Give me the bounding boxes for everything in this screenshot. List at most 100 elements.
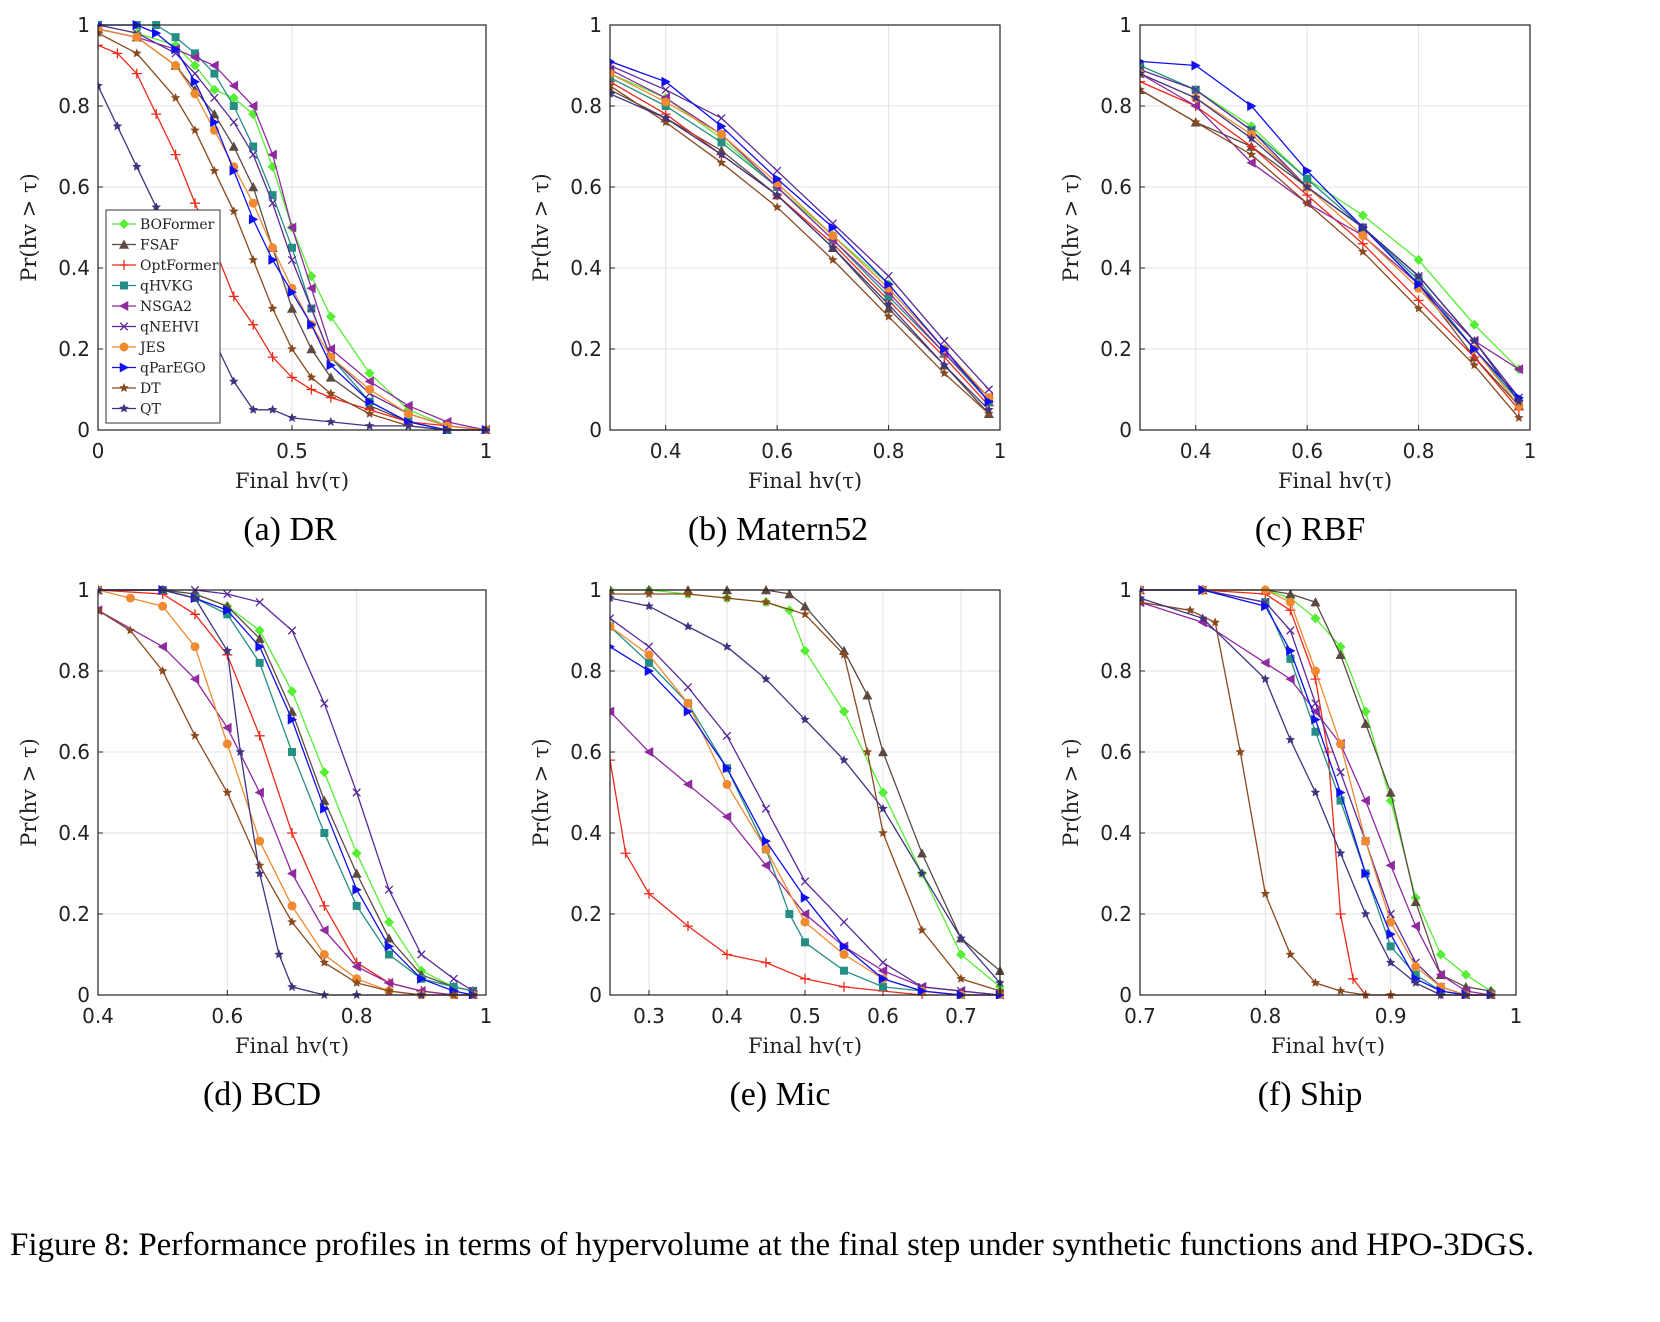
data-point	[325, 372, 336, 382]
axes-box	[609, 24, 1001, 431]
data-point	[644, 747, 654, 757]
y-tick-label: 0.4	[570, 821, 602, 845]
y-tick-label: 0.2	[58, 337, 90, 361]
data-point	[1310, 977, 1321, 987]
subplot-title: (b) Matern52	[688, 511, 868, 548]
x-tick-label: 1	[480, 1004, 493, 1028]
data-point	[1210, 617, 1220, 627]
data-point	[132, 48, 142, 58]
x-tick-label: 0.9	[1375, 1004, 1407, 1028]
data-point	[956, 949, 966, 960]
data-point	[255, 836, 265, 846]
data-point	[190, 642, 200, 652]
data-point	[1513, 364, 1524, 375]
data-point	[761, 804, 771, 813]
data-point	[1336, 739, 1346, 749]
y-axis-label: Pr(hv > τ)	[529, 738, 553, 847]
y-axis-label: Pr(hv > τ)	[1059, 738, 1083, 847]
x-tick-label: 0.3	[633, 1004, 665, 1028]
x-tick-label: 0.4	[1180, 439, 1212, 463]
data-point	[287, 372, 297, 383]
subplot-title: (c) RBF	[1255, 511, 1366, 548]
series-line	[610, 589, 1001, 988]
y-tick-label: 1	[77, 578, 90, 602]
data-point	[761, 597, 771, 607]
data-point	[170, 92, 181, 102]
y-tick-label: 0.2	[1100, 337, 1132, 361]
data-point	[610, 755, 615, 766]
data-point	[1386, 942, 1395, 951]
data-point	[254, 633, 265, 643]
data-point	[274, 949, 284, 959]
x-tick-label: 0.6	[867, 1004, 899, 1028]
data-point	[717, 113, 726, 123]
data-point	[307, 319, 317, 330]
data-point	[839, 706, 849, 717]
data-point	[940, 336, 949, 346]
data-point	[1260, 674, 1271, 684]
y-tick-label: 1	[1119, 13, 1132, 37]
data-point	[1335, 649, 1346, 660]
data-point	[1358, 231, 1368, 241]
data-point	[1185, 605, 1195, 615]
data-point	[190, 69, 200, 78]
data-point	[326, 416, 336, 426]
data-point	[610, 69, 615, 79]
data-point	[785, 910, 794, 918]
data-point	[610, 706, 615, 717]
data-point	[644, 642, 654, 651]
data-point	[112, 121, 123, 131]
y-tick-label: 0.4	[570, 256, 602, 280]
data-point	[1190, 117, 1201, 127]
data-point	[644, 601, 654, 611]
legend-marker	[120, 281, 128, 290]
data-point	[112, 48, 123, 59]
y-tick-label: 0.8	[1100, 94, 1132, 118]
data-point	[878, 965, 888, 976]
data-point	[1260, 888, 1271, 898]
x-tick-label: 0.6	[761, 439, 793, 463]
x-tick-label: 0.4	[650, 439, 682, 463]
legend-label: qNEHVI	[140, 320, 199, 336]
data-point	[828, 222, 838, 233]
data-point	[403, 409, 413, 419]
legend-marker	[119, 322, 129, 331]
axes-box	[97, 24, 487, 431]
data-point	[254, 787, 264, 798]
x-tick-label: 0.4	[82, 1004, 114, 1028]
data-point	[403, 420, 414, 430]
data-point	[1285, 734, 1296, 744]
data-point	[1246, 157, 1256, 168]
data-point	[325, 311, 336, 322]
data-point	[772, 166, 782, 176]
data-point	[610, 621, 615, 631]
data-point	[319, 767, 330, 778]
axes-box	[609, 589, 1001, 996]
data-point	[190, 89, 200, 99]
y-tick-label: 0.4	[58, 821, 90, 845]
data-point	[800, 601, 810, 611]
y-tick-label: 0.6	[58, 175, 90, 199]
data-point	[1247, 101, 1257, 111]
legend-label: DT	[140, 381, 161, 397]
y-tick-label: 0	[589, 418, 602, 442]
legend: BOFormer FSAF OptFormer qHVKG NSGA2 qNEHVI JES…	[105, 209, 221, 424]
data-point	[1435, 949, 1446, 960]
data-point	[610, 643, 615, 650]
data-point	[1358, 246, 1368, 256]
data-point	[190, 60, 200, 71]
data-point	[610, 593, 615, 603]
data-point	[1311, 727, 1320, 736]
data-point	[364, 408, 375, 418]
data-point	[287, 714, 297, 725]
data-point	[287, 255, 297, 265]
data-point	[171, 44, 181, 55]
y-tick-label: 0.6	[570, 175, 602, 199]
legend-label: QT	[140, 402, 161, 418]
data-point	[610, 58, 615, 65]
data-point	[248, 182, 259, 192]
data-point	[351, 848, 362, 859]
data-point	[839, 981, 849, 992]
series-line	[98, 24, 486, 431]
data-point	[683, 921, 693, 932]
